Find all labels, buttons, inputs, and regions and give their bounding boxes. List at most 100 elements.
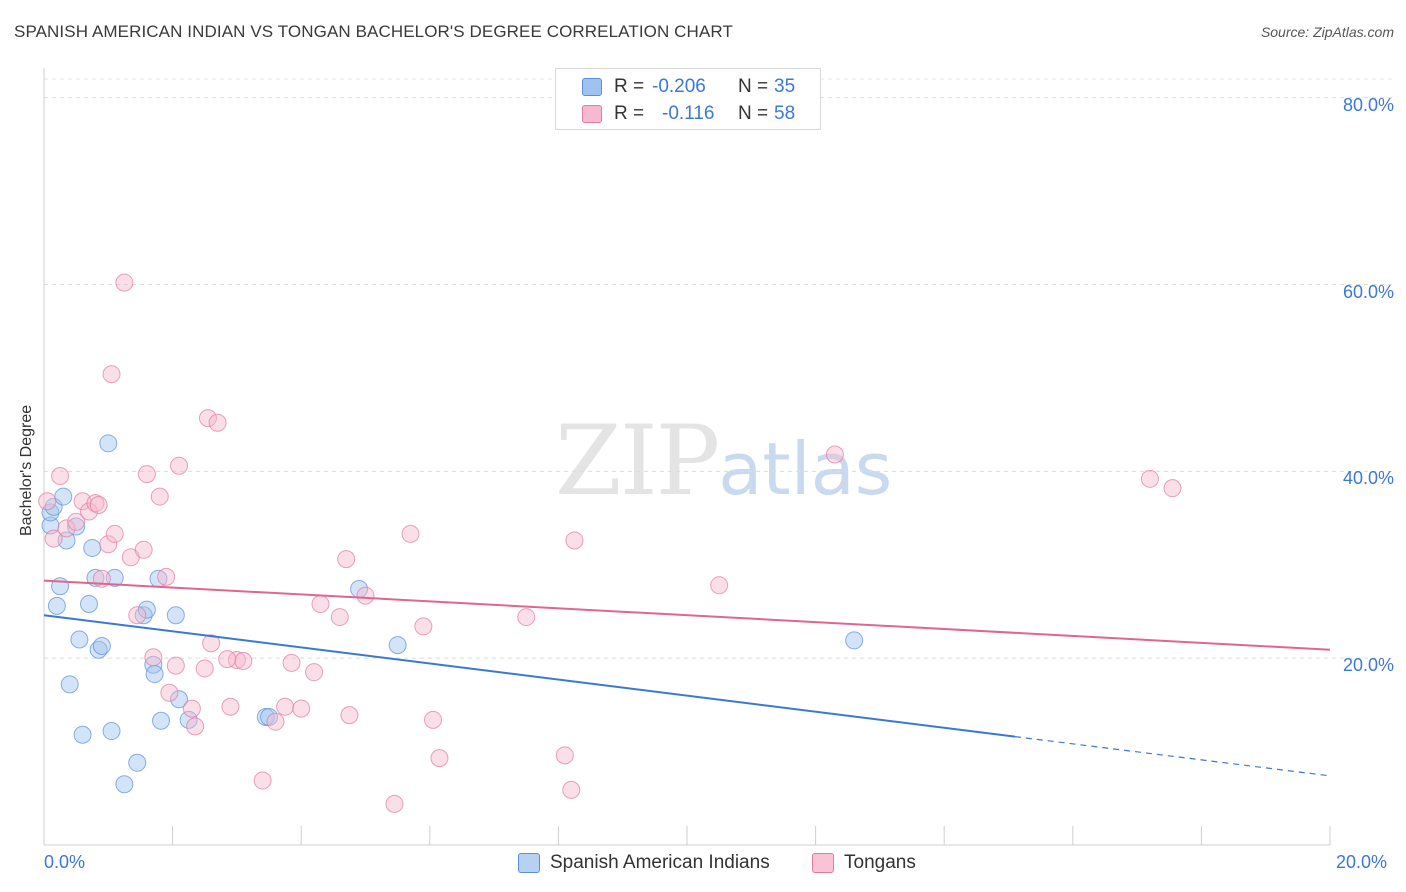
point-spanish — [99, 434, 118, 453]
point-spanish — [145, 665, 164, 684]
legend-swatch-spanish — [518, 853, 540, 873]
point-tongan — [305, 663, 324, 682]
point-spanish — [54, 487, 73, 506]
legend-swatch-spanish — [582, 78, 602, 96]
point-spanish — [260, 708, 279, 727]
point-tongan — [424, 710, 443, 729]
point-spanish — [134, 606, 153, 625]
legend-item-spanish: Spanish American Indians — [518, 852, 770, 874]
point-tongan — [234, 651, 253, 670]
point-tongan — [105, 524, 124, 543]
point-spanish — [41, 503, 60, 522]
source-label: Source: ZipAtlas.com — [1260, 24, 1394, 40]
point-tongan — [195, 659, 214, 678]
point-tongan — [414, 617, 433, 636]
point-tongan — [160, 683, 179, 702]
y-tick-label: 60.0% — [1342, 281, 1394, 302]
point-tongan — [385, 794, 404, 813]
point-tongan — [89, 495, 108, 514]
y-tick-label: 20.0% — [1342, 655, 1394, 676]
point-tongan — [115, 273, 134, 292]
point-tongan — [340, 706, 359, 725]
x-tick-max: 20.0% — [1336, 852, 1388, 872]
point-tongan — [99, 535, 118, 554]
point-tongan — [102, 365, 121, 384]
point-spanish — [144, 655, 163, 674]
n-label: N = — [738, 76, 769, 97]
point-tongan — [44, 529, 63, 548]
point-spanish — [80, 594, 99, 613]
point-tongan — [57, 519, 76, 538]
point-spanish — [102, 722, 121, 741]
point-tongan — [356, 586, 375, 605]
point-tongan — [266, 712, 285, 731]
watermark: ZIPatlas — [555, 405, 892, 517]
point-tongan — [170, 456, 189, 475]
point-spanish — [60, 675, 79, 694]
point-tongan — [166, 656, 185, 675]
point-tongan — [825, 445, 844, 464]
point-tongan — [128, 606, 147, 625]
stats-legend: R = -0.206 N = 35 R = -0.116 N = 58 — [555, 68, 821, 130]
point-spanish — [845, 631, 864, 650]
point-tongan — [1140, 469, 1159, 488]
point-tongan — [182, 699, 201, 718]
point-tongan — [208, 413, 227, 432]
r-label: R = — [614, 103, 645, 124]
point-spanish — [115, 775, 134, 794]
legend-item-tongan: Tongans — [812, 852, 916, 874]
point-spanish — [86, 568, 105, 587]
point-tongan — [150, 487, 169, 506]
point-tongan — [330, 608, 349, 627]
n-value: 58 — [774, 103, 796, 124]
point-tongan — [282, 653, 301, 672]
y-axis-label: Bachelor's Degree — [18, 404, 35, 536]
point-tongan — [198, 409, 217, 428]
point-tongan — [337, 550, 356, 569]
point-tongan — [134, 540, 153, 559]
n-value: 35 — [774, 76, 796, 97]
point-tongan — [137, 465, 156, 484]
legend-row-spanish: R = -0.206 N = 35 — [582, 75, 795, 99]
legend-label-spanish: Spanish American Indians — [550, 852, 770, 873]
r-value: -0.116 — [662, 103, 715, 124]
point-tongan — [86, 494, 105, 513]
legend-swatch-tongan — [812, 853, 834, 873]
point-tongan — [144, 648, 163, 667]
y-axis-label-wrap: Bachelor's Degree — [18, 405, 38, 696]
point-tongan — [253, 771, 272, 790]
watermark-zip: ZIP — [555, 405, 720, 517]
point-spanish — [128, 753, 147, 772]
y-tick-label: 80.0% — [1342, 94, 1394, 115]
series-legend: Spanish American Indians Tongans — [0, 852, 1406, 878]
point-tongan — [276, 697, 295, 716]
r-label: R = — [614, 76, 645, 97]
point-tongan — [51, 467, 70, 486]
trendline-extension-spanish — [1014, 736, 1331, 777]
point-spanish — [166, 606, 185, 625]
point-tongan — [562, 780, 581, 799]
legend-label-tongan: Tongans — [844, 852, 916, 873]
point-tongan — [555, 746, 574, 765]
point-tongan — [218, 650, 237, 669]
point-spanish — [179, 710, 198, 729]
trendline-tongan — [43, 579, 1331, 651]
legend-swatch-tongan — [582, 105, 602, 123]
watermark-atlas: atlas — [718, 427, 893, 511]
point-tongan — [401, 524, 420, 543]
point-tongan — [221, 697, 240, 716]
chart-title: SPANISH AMERICAN INDIAN VS TONGAN BACHEL… — [14, 22, 733, 41]
point-spanish — [92, 637, 111, 656]
y-tick-label: 40.0% — [1342, 468, 1394, 489]
trendline-spanish — [43, 614, 1016, 738]
legend-row-tongan: R = -0.116 N = 58 — [582, 102, 795, 126]
point-tongan — [186, 717, 205, 736]
point-spanish — [83, 538, 102, 557]
point-tongan — [67, 512, 86, 531]
point-tongan — [430, 749, 449, 768]
point-tongan — [157, 567, 176, 586]
point-tongan — [227, 651, 246, 670]
x-tick-min: 0.0% — [44, 852, 86, 872]
point-spanish — [47, 596, 66, 615]
